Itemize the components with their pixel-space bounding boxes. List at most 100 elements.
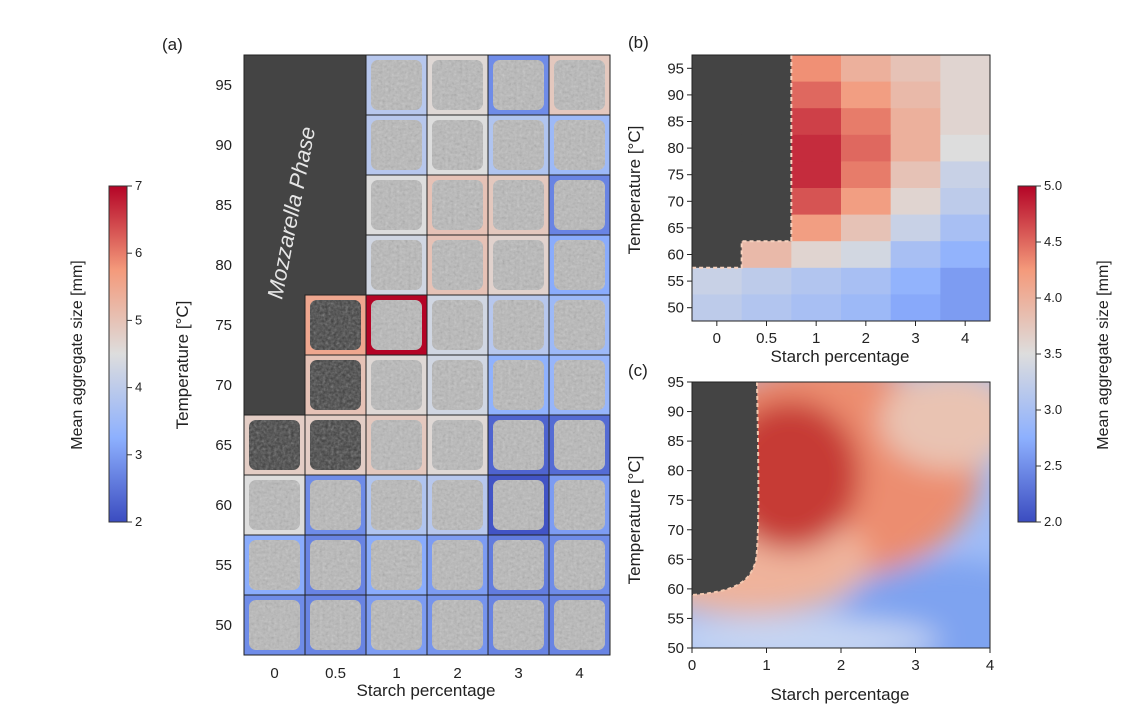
mozzarella-phase-cell (741, 81, 792, 109)
heatmap-cell (791, 81, 842, 109)
heatmap-cell (365, 594, 428, 656)
y-tick-label: 55 (667, 273, 684, 290)
heatmap-cell (791, 294, 842, 322)
colorbar-tick-label: 3 (135, 447, 142, 462)
heatmap-cell (548, 174, 611, 236)
panel-c-y-axis-title: Temperature [°C] (625, 456, 644, 585)
heatmap-cell (841, 81, 892, 109)
mozzarella-phase-cell (692, 188, 743, 216)
heatmap-cell (548, 534, 611, 596)
panel-b-frame (691, 54, 991, 322)
heatmap-cell (548, 414, 611, 476)
heatmap-cell (841, 214, 892, 242)
y-tick-label: 50 (215, 617, 232, 634)
heatmap-cell (890, 214, 941, 242)
y-tick-label: 85 (215, 197, 232, 214)
colorbar-tick-label: 6 (135, 245, 142, 260)
heatmap-cell (692, 267, 743, 295)
heatmap-cell (841, 134, 892, 162)
heatmap-cell (365, 414, 428, 476)
y-tick-label: 60 (215, 497, 232, 514)
heatmap-cell (487, 234, 550, 296)
heatmap-cell (940, 108, 991, 136)
y-tick-label: 85 (667, 114, 684, 131)
heatmap-cell (791, 214, 842, 242)
left-colorbar: 2 3 4 5 6 7 Mean aggregate size [mm] (69, 178, 142, 529)
colorbar-tick-label: 3.5 (1044, 346, 1062, 361)
y-tick-label: 50 (667, 640, 684, 657)
panel-c-x-axis-title: Starch percentage (771, 685, 910, 704)
panel-c-bottom (692, 618, 940, 648)
heatmap-cell (304, 414, 367, 476)
heatmap-cell (741, 241, 792, 269)
y-tick-label: 95 (215, 77, 232, 94)
y-tick-label: 80 (667, 140, 684, 157)
y-tick-label: 50 (667, 300, 684, 317)
heatmap-cell (426, 594, 489, 656)
heatmap-cell (243, 414, 306, 476)
heatmap-cell (791, 188, 842, 216)
panel-b-label: (b) (628, 33, 649, 52)
heatmap-cell (426, 294, 489, 356)
heatmap-cell (791, 267, 842, 295)
heatmap-cell (940, 241, 991, 269)
heatmap-cell (940, 161, 991, 189)
heatmap-cell (365, 354, 428, 416)
mozzarella-phase-cell (692, 161, 743, 189)
y-tick-label: 90 (667, 87, 684, 104)
heatmap-cell (487, 114, 550, 176)
y-tick-label: 95 (667, 60, 684, 77)
y-tick-label: 75 (667, 167, 684, 184)
heatmap-cell (304, 534, 367, 596)
y-tick-label: 85 (667, 433, 684, 450)
left-colorbar-ramp (108, 185, 128, 523)
panel-b-x-axis-title: Starch percentage (771, 347, 910, 366)
panel-a-heatmap: (a) Mozzarella Phase 9590858075706560555… (162, 35, 611, 700)
y-tick-label: 80 (215, 257, 232, 274)
y-tick-label: 80 (667, 463, 684, 480)
colorbar-tick-label: 3.0 (1044, 402, 1062, 417)
heatmap-cell (304, 354, 367, 416)
heatmap-cell (940, 267, 991, 295)
heatmap-cell (365, 54, 428, 116)
heatmap-cell (940, 81, 991, 109)
y-tick-label: 65 (667, 220, 684, 237)
heatmap-cell (365, 294, 428, 356)
colorbar-tick-label: 2 (135, 514, 142, 529)
panel-c-heatmap: (c) 95 90 85 80 75 70 65 60 55 50 0 1 2 3 4 Starch pe… (625, 361, 994, 704)
heatmap-cell (548, 54, 611, 116)
mozzarella-phase-cell (741, 214, 792, 242)
mozzarella-phase-cell (741, 108, 792, 136)
heatmap-cell (548, 474, 611, 536)
heatmap-cell (791, 161, 842, 189)
panel-c-label: (c) (628, 361, 648, 380)
panel-c-lower-right (840, 560, 990, 648)
y-tick-label: 60 (667, 247, 684, 264)
colorbar-tick-label: 2.5 (1044, 458, 1062, 473)
x-tick-label: 2 (453, 665, 461, 682)
heatmap-cell (426, 174, 489, 236)
heatmap-cell (365, 534, 428, 596)
panel-c-upper-right (880, 382, 990, 470)
right-colorbar-ramp (1017, 185, 1037, 523)
x-tick-label: 4 (575, 665, 583, 682)
heatmap-cell (791, 108, 842, 136)
mozzarella-phase-cell (741, 188, 792, 216)
heatmap-cell (426, 54, 489, 116)
heatmap-cell (365, 174, 428, 236)
heatmap-cell (890, 161, 941, 189)
heatmap-cell (841, 267, 892, 295)
heatmap-cell (841, 55, 892, 83)
heatmap-cell (426, 414, 489, 476)
mozzarella-phase-cell (692, 55, 743, 83)
mozzarella-phase-cell (692, 214, 743, 242)
right-colorbar-title: Mean aggregate size [mm] (1095, 260, 1112, 449)
heatmap-cell (890, 81, 941, 109)
panel-a-x-axis-title: Starch percentage (357, 681, 496, 700)
heatmap-cell (365, 114, 428, 176)
heatmap-cell (548, 234, 611, 296)
y-tick-label: 70 (667, 193, 684, 210)
x-tick-label: 1 (762, 657, 770, 674)
heatmap-cell (487, 474, 550, 536)
x-tick-label: 2 (862, 330, 870, 347)
